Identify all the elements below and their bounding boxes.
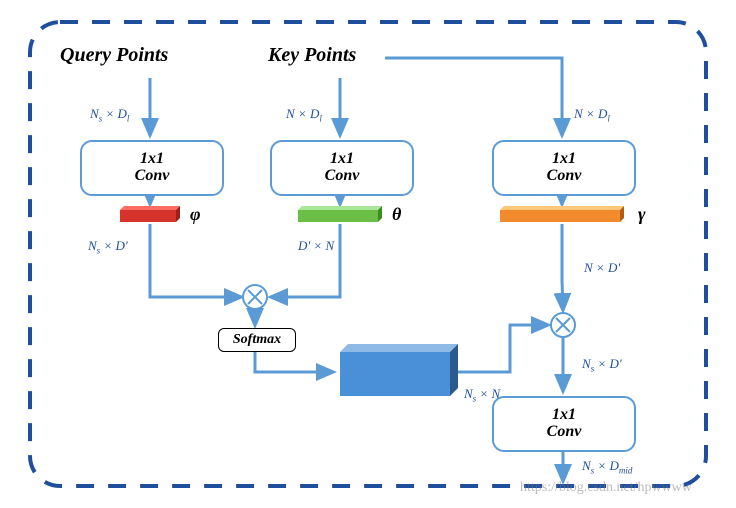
gamma-label: γ — [638, 204, 646, 225]
gamma-bar — [500, 206, 624, 222]
theta-bar — [298, 206, 382, 222]
phi-label: φ — [190, 204, 201, 225]
phi-bar — [120, 206, 180, 222]
dim-ns-dmid: Ns × Dmid — [582, 458, 632, 476]
attention-matrix — [340, 344, 458, 396]
conv-box-out: 1x1Conv — [492, 396, 636, 452]
dim-ns-dp-2: Ns × D' — [582, 356, 622, 374]
softmax-box: Softmax — [218, 328, 296, 352]
dim-ns-n: Ns × N — [464, 386, 500, 404]
conv-box-gamma: 1x1Conv — [492, 140, 636, 196]
dim-dp-n: D' × N — [298, 238, 334, 254]
key-points-title: Key Points — [268, 44, 356, 67]
dim-ns-dp: Ns × D' — [88, 238, 128, 256]
watermark: https://blog.csdn.net/hpwwww — [520, 480, 692, 496]
dim-n-dl-1: N × Dl — [286, 106, 322, 124]
query-points-title: Query Points — [60, 44, 168, 67]
dim-n-dl-2: N × Dl — [574, 106, 610, 124]
theta-label: θ — [392, 204, 401, 225]
dim-n-dp: N × D' — [584, 260, 620, 276]
dim-ns-dl-1: Ns × Dl — [90, 106, 129, 124]
conv-box-theta: 1x1Conv — [270, 140, 414, 196]
conv-box-phi: 1x1Conv — [80, 140, 224, 196]
